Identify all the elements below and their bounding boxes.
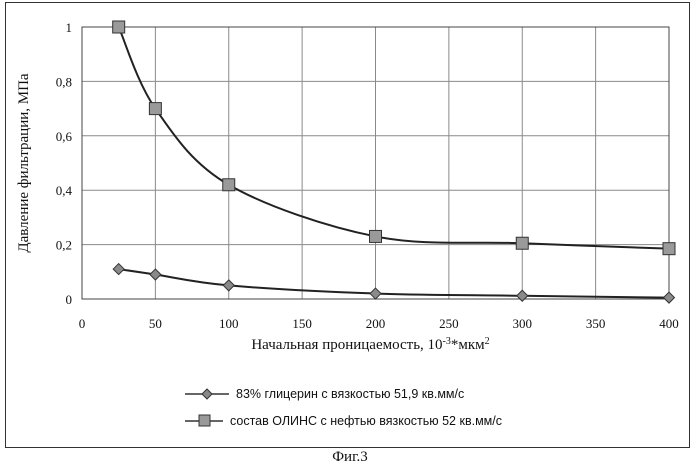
x-tick-label: 400 bbox=[659, 316, 679, 331]
legend-diamond-marker bbox=[201, 388, 213, 400]
x-axis-title-main: Начальная проницаемость, 10 bbox=[251, 337, 442, 353]
x-tick-label: 50 bbox=[149, 316, 162, 331]
legend-label-olins: состав ОЛИНС с нефтью вязкостью 52 кв.мм… bbox=[230, 414, 502, 428]
x-axis-title-sup2: 2 bbox=[485, 336, 490, 347]
x-tick-label: 0 bbox=[79, 316, 86, 331]
diamond-marker bbox=[112, 262, 125, 276]
x-tick-label: 100 bbox=[219, 316, 239, 331]
y-tick-label: 0,4 bbox=[56, 183, 73, 198]
square-marker bbox=[515, 236, 529, 250]
square-marker bbox=[369, 229, 382, 243]
diamond-marker bbox=[222, 279, 235, 292]
series-0 bbox=[112, 262, 676, 304]
legend-item-olins: состав ОЛИНС с нефтью вязкостью 52 кв.мм… bbox=[185, 414, 502, 428]
chart-frame: 0 50 100 150 200 250 300 350 400 0 0,2 0,4 0,6 0,8 1 Д… bbox=[5, 2, 690, 448]
square-marker bbox=[222, 178, 236, 192]
tick-labels: 0 50 100 150 200 250 300 350 400 0 0,2 0,4 0,6 0,8 1 bbox=[56, 20, 679, 331]
series bbox=[112, 20, 676, 304]
x-tick-label: 300 bbox=[513, 316, 533, 331]
legend-item-glycerin: 83% глицерин с вязкостью 51,9 кв.мм/с bbox=[185, 387, 464, 401]
legend: 83% глицерин с вязкостью 51,9 кв.мм/с со… bbox=[185, 387, 502, 428]
y-tick-label: 0,8 bbox=[56, 74, 72, 89]
series-1 bbox=[112, 20, 676, 256]
y-tick-label: 0,2 bbox=[56, 238, 72, 253]
y-tick-label: 0,6 bbox=[56, 129, 73, 144]
diamond-marker bbox=[149, 268, 162, 281]
legend-square-marker bbox=[198, 414, 211, 427]
x-tick-label: 350 bbox=[586, 316, 606, 331]
grid bbox=[82, 27, 669, 299]
series-line bbox=[118, 268, 670, 299]
series-line bbox=[117, 26, 670, 250]
diamond-marker bbox=[369, 287, 382, 300]
x-axis-title-sup1: -3 bbox=[443, 336, 451, 347]
diamond-marker bbox=[662, 291, 676, 304]
x-tick-label: 150 bbox=[292, 316, 312, 331]
x-tick-label: 250 bbox=[439, 316, 459, 331]
square-marker bbox=[662, 242, 676, 256]
y-axis-title: Давление фильтрации, МПа bbox=[16, 73, 32, 253]
x-axis-title: Начальная проницаемость, 10-3*мкм2 bbox=[251, 336, 489, 354]
chart: 0 50 100 150 200 250 300 350 400 0 0,2 0,4 0,6 0,8 1 Д… bbox=[16, 20, 679, 428]
x-axis-title-mid: *мкм bbox=[451, 337, 485, 353]
diamond-marker bbox=[516, 289, 529, 302]
x-tick-label: 200 bbox=[366, 316, 386, 331]
y-tick-label: 1 bbox=[66, 20, 73, 35]
square-marker bbox=[112, 20, 126, 34]
square-marker bbox=[148, 102, 162, 116]
legend-label-glycerin: 83% глицерин с вязкостью 51,9 кв.мм/с bbox=[236, 387, 464, 401]
figure-caption: Фиг.3 bbox=[332, 449, 368, 465]
y-tick-label: 0 bbox=[66, 292, 73, 307]
